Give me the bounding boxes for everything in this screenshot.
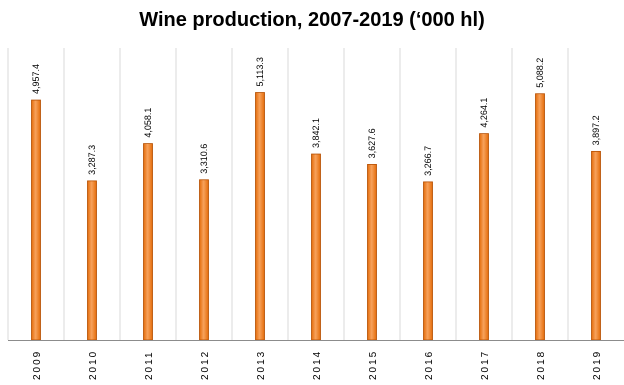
x-tick-label: 2016: [424, 350, 435, 380]
data-labels: 4,957.4 3,287.3 4,058.1 3,310.6 5,113.3 3,842…: [31, 57, 601, 176]
x-tick-label: 2012: [200, 350, 211, 380]
data-label: 3,287.3: [87, 145, 97, 175]
bar-2015: [367, 164, 377, 341]
bar-2016: [423, 181, 433, 341]
data-label: 3,310.6: [199, 144, 209, 174]
bar-2012: [199, 179, 209, 341]
x-tick-labels: 2009 2010 2011 2012 2013 2014 2015 2016 2017 2018…: [32, 350, 603, 380]
gridlines: [7, 48, 569, 340]
bar-2011: [143, 143, 153, 341]
x-tick-label: 2013: [256, 350, 267, 380]
data-label: 3,842.1: [311, 118, 321, 148]
data-label: 4,264.1: [479, 98, 489, 128]
data-label: 5,113.3: [255, 57, 265, 86]
x-tick-label: 2018: [536, 350, 547, 380]
data-label: 5,088.2: [535, 58, 545, 88]
data-label: 3,627.6: [367, 128, 377, 158]
x-tick-label: 2010: [88, 350, 99, 380]
x-tick-label: 2009: [32, 350, 43, 380]
chart-title: Wine production, 2007-2019 (‘000 hl): [139, 9, 485, 31]
bar-2013: [255, 92, 265, 341]
bar-2018: [535, 93, 545, 341]
bars: [31, 92, 601, 341]
bar-2009: [31, 99, 41, 341]
x-tick-label: 2019: [592, 350, 603, 380]
bar-2017: [479, 133, 489, 341]
data-label: 3,897.2: [591, 115, 601, 145]
bar-2014: [311, 153, 321, 341]
data-label: 3,266.7: [423, 146, 433, 176]
x-tick-label: 2011: [144, 350, 155, 380]
x-tick-label: 2017: [480, 350, 491, 380]
bar-2010: [87, 180, 97, 341]
bar-2019: [591, 150, 601, 341]
x-tick-label: 2015: [368, 350, 379, 380]
x-tick-label: 2014: [312, 350, 323, 380]
data-label: 4,957.4: [31, 64, 41, 94]
data-label: 4,058.1: [143, 108, 153, 138]
